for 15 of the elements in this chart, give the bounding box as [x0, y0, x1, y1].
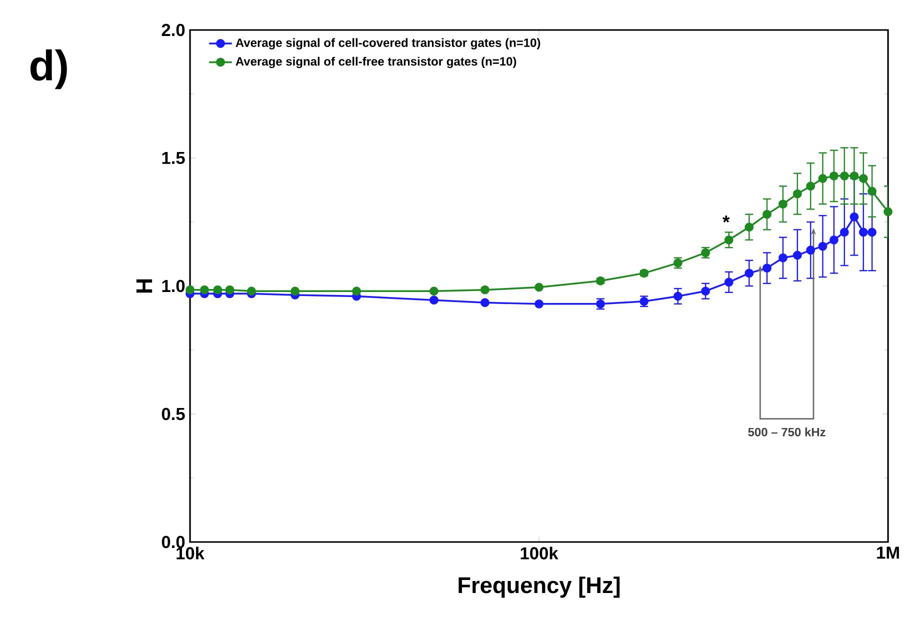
x-tick-label: 1M	[877, 546, 899, 559]
annotation: 500 – 750 kHz	[748, 428, 826, 436]
y-tick-label: 1.5	[162, 152, 185, 164]
legend-label: Average signal of cell-free transistor gates (n=10)	[236, 56, 516, 68]
y-axis-title: H	[136, 279, 152, 293]
text: d)	[30, 49, 67, 90]
y-tick-label: 2.0	[162, 24, 185, 36]
y-tick-label: 0.5	[162, 408, 185, 420]
x-tick-label: 10k	[176, 546, 204, 560]
x-axis-title: Frequency [Hz]	[458, 576, 620, 598]
y-tick-label: 0.0	[162, 536, 185, 548]
legend-label: Average signal of cell-covered transistor gates (n=10)	[236, 38, 540, 50]
x-tick-label: 100k	[520, 546, 558, 560]
annotation: *	[722, 216, 730, 223]
y-tick-label: 1.0	[162, 280, 185, 292]
